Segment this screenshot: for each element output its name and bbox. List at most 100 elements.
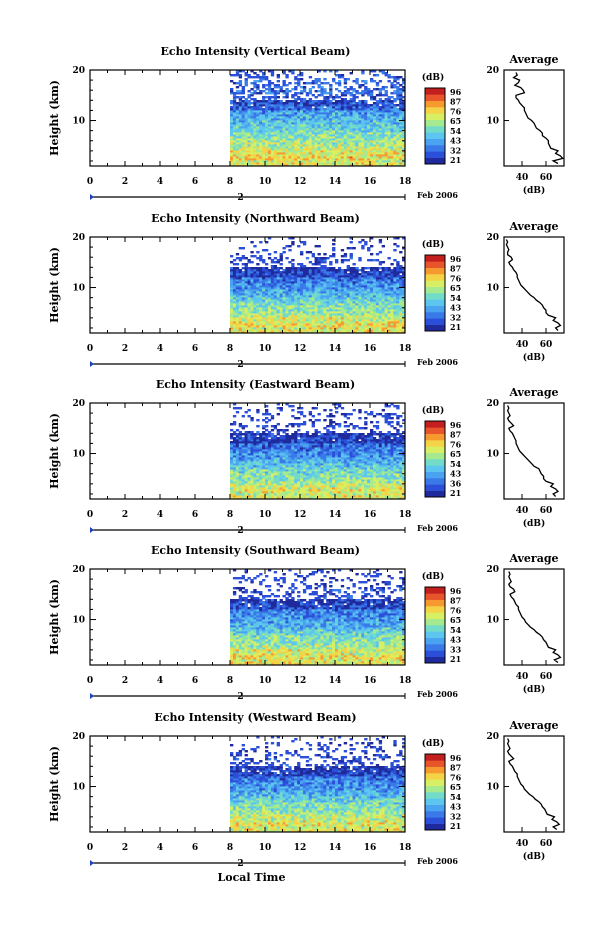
heatmap-cell: [282, 138, 286, 141]
heatmap-cell: [276, 303, 280, 306]
heatmap-cell: [259, 241, 263, 244]
heatmap-cell: [308, 493, 313, 496]
heatmap-cell: [364, 116, 368, 119]
heatmap-cell: [305, 329, 310, 332]
heatmap-cell: [329, 136, 333, 139]
heatmap-cell: [279, 134, 283, 137]
heatmap-cell: [358, 158, 362, 161]
heatmap-cell: [300, 301, 304, 304]
heatmap-cell: [308, 144, 313, 147]
heatmap-cell: [256, 154, 260, 157]
heatmap-cell: [262, 327, 266, 330]
heatmap-cell: [291, 120, 295, 123]
heatmap-cell: [314, 273, 318, 276]
heatmap-cell: [355, 319, 359, 322]
heatmap-cell: [358, 305, 362, 308]
x-tick-label: 16: [364, 344, 377, 354]
heatmap-cell: [238, 160, 243, 163]
heatmap-cell: [355, 114, 359, 117]
heatmap-cell: [259, 114, 263, 117]
heatmap-cell: [276, 493, 280, 496]
heatmap-cell: [230, 146, 234, 149]
heatmap-cell: [326, 100, 330, 103]
heatmap-cell: [402, 162, 406, 165]
heatmap-cell: [276, 164, 280, 167]
heatmap-cell: [378, 138, 383, 141]
heatmap-cell: [256, 299, 260, 302]
heatmap-cell: [273, 124, 278, 127]
heatmap-cell: [384, 269, 388, 272]
heatmap-cell: [265, 301, 269, 304]
heatmap-cell: [378, 275, 383, 278]
heatmap-cell: [358, 327, 362, 330]
heatmap-cell: [282, 140, 286, 143]
heatmap-cell: [288, 146, 292, 149]
heatmap-cell: [326, 152, 330, 155]
heatmap-cell: [402, 110, 406, 113]
heatmap-cell: [332, 118, 336, 121]
x-tick-label: 4: [157, 344, 163, 354]
heatmap-cell: [335, 156, 339, 159]
heatmap-cell: [320, 82, 324, 85]
heatmap-cell: [372, 144, 377, 147]
heatmap-cell: [323, 489, 327, 492]
heatmap-cell: [340, 138, 345, 141]
heatmap-cell: [267, 273, 272, 276]
heatmap-cell: [270, 106, 275, 109]
heatmap-cell: [320, 273, 324, 276]
heatmap-cell: [232, 98, 237, 101]
heatmap-cell: [349, 491, 353, 494]
heatmap-cell: [384, 94, 388, 97]
heatmap-cell: [247, 160, 251, 163]
heatmap-cell: [244, 311, 248, 314]
heatmap-cell: [230, 293, 234, 296]
heatmap-cell: [273, 144, 278, 147]
heatmap-cell: [265, 327, 269, 330]
heatmap-cell: [273, 281, 278, 284]
heatmap-cell: [285, 495, 289, 498]
heatmap-cell: [352, 100, 356, 103]
heatmap-cell: [294, 160, 298, 163]
heatmap-cell: [235, 104, 240, 107]
heatmap-cell: [259, 162, 263, 165]
heatmap-cell: [384, 118, 388, 121]
heatmap-cell: [335, 136, 339, 139]
heatmap-cell: [311, 497, 315, 500]
heatmap-cell: [232, 291, 237, 294]
heatmap-cell: [343, 295, 348, 298]
heatmap-cell: [238, 313, 243, 316]
heatmap-cell: [343, 112, 348, 115]
heatmap-cell: [241, 323, 245, 326]
heatmap-cell: [332, 267, 336, 270]
heatmap-cell: [300, 323, 304, 326]
heatmap-cell: [276, 90, 280, 93]
heatmap-cell: [279, 327, 283, 330]
heatmap-cell: [335, 311, 339, 314]
heatmap-cell: [346, 259, 350, 262]
heatmap-cell: [259, 76, 263, 79]
heatmap-cell: [232, 124, 237, 127]
heatmap-cell: [372, 269, 377, 272]
heatmap-cell: [372, 160, 377, 163]
heatmap-cell: [393, 315, 397, 318]
heatmap-cell: [370, 245, 374, 248]
heatmap-cell: [349, 287, 353, 290]
heatmap-cell: [402, 267, 406, 270]
heatmap-cell: [381, 112, 385, 115]
heatmap-cell: [270, 130, 275, 133]
heatmap-cell: [232, 271, 237, 274]
heatmap-cell: [323, 150, 327, 153]
heatmap-cell: [244, 493, 248, 496]
heatmap-cell: [288, 491, 292, 494]
heatmap-cell: [332, 160, 336, 163]
heatmap-cell: [308, 98, 313, 101]
heatmap-cell: [265, 150, 269, 153]
heatmap-cell: [329, 263, 333, 266]
heatmap-cell: [326, 317, 330, 320]
heatmap-cell: [285, 275, 289, 278]
heatmap-cell: [326, 114, 330, 117]
heatmap-cell: [273, 299, 278, 302]
heatmap-cell: [241, 124, 245, 127]
heatmap-cell: [317, 267, 321, 270]
heatmap-cell: [402, 90, 406, 93]
